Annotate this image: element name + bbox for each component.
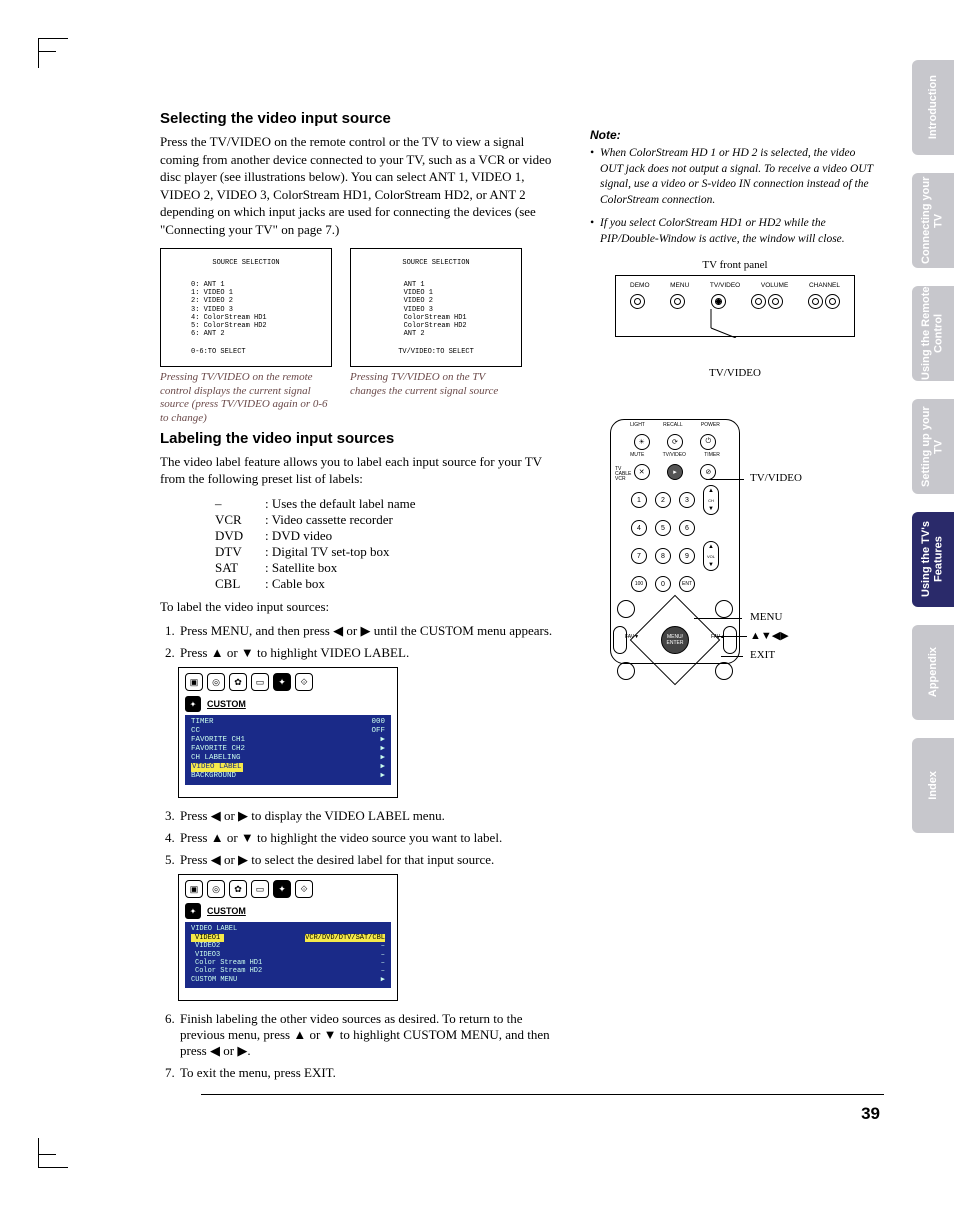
page-number: 39 <box>861 1104 880 1124</box>
main-column: Selecting the video input source Press t… <box>160 110 560 1087</box>
mute-btn: ✕ <box>634 464 650 480</box>
crop-mark-bl <box>38 1138 68 1168</box>
crop-mark-tl <box>38 38 68 68</box>
custom-menu-1: ▣◎✿▭✦⟐ ✦CUSTOM TIMER000 CCOFF FAVORITE C… <box>178 667 398 798</box>
osd-row: SOURCE SELECTION 0: ANT 1 1: VIDEO 1 2: … <box>160 248 560 425</box>
osd-tv-box: SOURCE SELECTION ANT 1 VIDEO 1 VIDEO 2 V… <box>350 248 522 366</box>
tab-appendix: Appendix <box>912 625 954 720</box>
custom-menu-1-body: TIMER000 CCOFF FAVORITE CH1▶ FAVORITE CH… <box>185 715 391 785</box>
front-panel-pointer: TV/VIDEO <box>590 367 880 379</box>
corner-source <box>617 600 635 618</box>
tab-features: Using the TV's Features <box>912 512 954 607</box>
power-btn: ⏻ <box>700 434 716 450</box>
osd-remote-caption: Pressing TV/VIDEO on the remote control … <box>160 371 332 426</box>
heading-labeling: Labeling the video input sources <box>160 430 560 447</box>
tab-introduction: Introduction <box>912 60 954 155</box>
tab-connecting: Connecting your TV <box>912 173 954 268</box>
side-tabs: Introduction Connecting your TV Using th… <box>912 60 954 833</box>
step-4: Press ▲ or ▼ to highlight the video sour… <box>178 830 560 846</box>
labeling-intro: The video label feature allows you to la… <box>160 453 560 488</box>
tab-index: Index <box>912 738 954 833</box>
step-2: Press ▲ or ▼ to highlight VIDEO LABEL. <box>178 645 560 661</box>
menu-enter-btn: MENU/ ENTER <box>661 626 689 654</box>
callout-exit: EXIT <box>750 649 775 661</box>
step-5: Press ◀ or ▶ to select the desired label… <box>178 852 560 868</box>
note-block: Note: When ColorStream HD 1 or HD 2 is s… <box>590 128 880 247</box>
label-preset-list: –: Uses the default label name VCR: Vide… <box>215 496 560 592</box>
corner-exit <box>715 662 733 680</box>
step-6: Finish labeling the other video sources … <box>178 1011 560 1059</box>
note-item: When ColorStream HD 1 or HD 2 is selecte… <box>590 146 880 208</box>
note-item: If you select ColorStream HD1 or HD2 whi… <box>590 216 880 247</box>
steps-list: Press MENU, and then press ◀ or ▶ until … <box>178 623 560 661</box>
osd-tv-caption: Pressing TV/VIDEO on the TV changes the … <box>350 371 522 399</box>
recall-btn: ⟳ <box>667 434 683 450</box>
corner-locate <box>715 600 733 618</box>
custom-menu-2: ▣◎✿▭✦⟐ ✦CUSTOM VIDEO LABEL VIDEO1VCR/DVD… <box>178 874 398 1001</box>
step-3: Press ◀ or ▶ to display the VIDEO LABEL … <box>178 808 560 824</box>
timer-btn: ⊘ <box>700 464 716 480</box>
to-label-line: To label the video input sources: <box>160 598 560 616</box>
step-1: Press MENU, and then press ◀ or ▶ until … <box>178 623 560 639</box>
tvvideo-btn: ▸ <box>667 464 683 480</box>
mode-switch-icon: TVCABLEVCR <box>615 467 631 482</box>
corner-chscan <box>617 662 635 680</box>
tab-remote: Using the Remote Control <box>912 286 954 381</box>
step-7: To exit the menu, press EXIT. <box>178 1065 560 1081</box>
callout-arrows: ▲▼◀▶ <box>750 629 789 642</box>
heading-selecting: Selecting the video input source <box>160 110 560 127</box>
remote-diagram: TVCABLEVCR LIGHTRECALLPOWER ☀⟳⏻ MUTETV/V… <box>590 419 880 664</box>
front-panel-diagram: TV front panel DEMOMENUTV/VIDEOVOLUMECHA… <box>590 259 880 379</box>
side-column: Note: When ColorStream HD 1 or HD 2 is s… <box>590 110 880 664</box>
callout-menu: MENU <box>750 611 782 623</box>
osd-remote-box: SOURCE SELECTION 0: ANT 1 1: VIDEO 1 2: … <box>160 248 332 366</box>
tab-setting-up: Setting up your TV <box>912 399 954 494</box>
intro-paragraph: Press the TV/VIDEO on the remote control… <box>160 133 560 238</box>
custom-menu-2-body: VIDEO LABEL VIDEO1VCR/DVD/DTV/SAT/CBL VI… <box>185 922 391 988</box>
light-btn: ☀ <box>634 434 650 450</box>
note-heading: Note: <box>590 128 880 142</box>
callout-tvvideo: TV/VIDEO <box>750 472 802 484</box>
steps-list-3: Finish labeling the other video sources … <box>178 1011 560 1081</box>
steps-list-2: Press ◀ or ▶ to display the VIDEO LABEL … <box>178 808 560 868</box>
